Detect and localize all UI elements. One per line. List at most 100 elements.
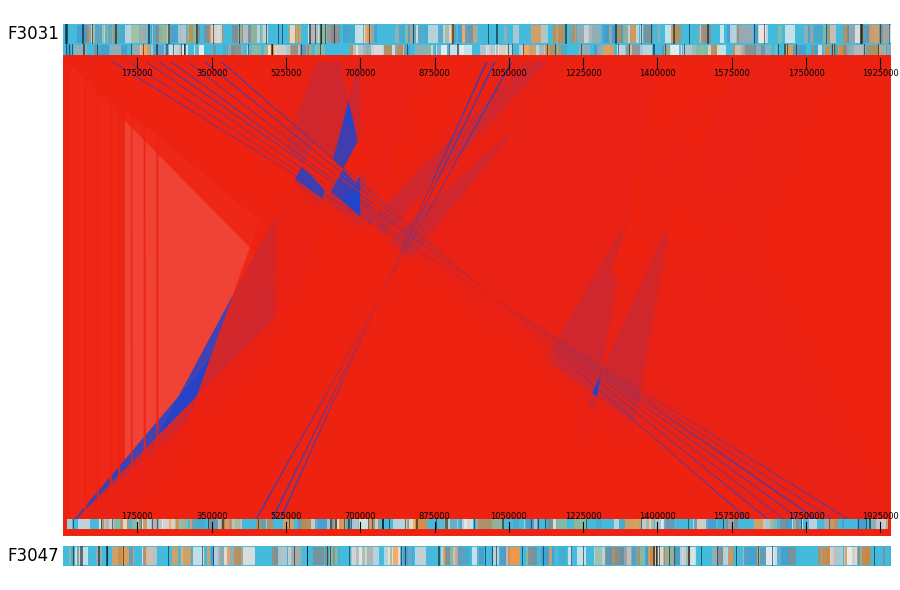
Bar bbox=[137, 519, 139, 532]
Bar bbox=[736, 25, 750, 43]
Bar bbox=[784, 44, 786, 58]
Bar bbox=[838, 45, 844, 57]
Bar bbox=[462, 519, 466, 532]
Bar bbox=[409, 25, 415, 43]
Bar bbox=[76, 547, 88, 565]
Bar bbox=[741, 45, 753, 57]
Bar bbox=[151, 25, 154, 43]
Bar bbox=[847, 45, 860, 57]
Bar bbox=[649, 519, 652, 532]
Bar bbox=[445, 547, 451, 565]
Bar bbox=[151, 45, 165, 57]
Bar bbox=[292, 547, 300, 565]
Bar bbox=[663, 547, 670, 565]
Bar bbox=[785, 25, 795, 43]
Bar bbox=[884, 519, 891, 532]
Bar bbox=[203, 25, 217, 43]
Bar bbox=[90, 25, 95, 43]
Bar bbox=[450, 547, 464, 565]
Bar bbox=[606, 547, 612, 565]
Bar bbox=[726, 25, 732, 43]
Bar bbox=[753, 519, 766, 532]
Bar bbox=[644, 25, 653, 43]
Bar bbox=[211, 25, 222, 43]
Bar bbox=[491, 547, 500, 565]
Bar bbox=[382, 519, 383, 532]
Bar bbox=[641, 24, 642, 44]
Bar bbox=[77, 547, 79, 565]
Bar bbox=[832, 44, 833, 58]
Bar bbox=[392, 45, 400, 57]
Bar bbox=[793, 45, 806, 57]
Bar bbox=[350, 25, 358, 43]
Bar bbox=[758, 547, 768, 565]
Text: 175000: 175000 bbox=[122, 68, 153, 78]
Bar bbox=[213, 546, 214, 566]
Polygon shape bbox=[207, 58, 787, 532]
Bar bbox=[625, 547, 636, 565]
Bar bbox=[280, 45, 290, 57]
Bar bbox=[186, 25, 201, 43]
Polygon shape bbox=[63, 58, 742, 532]
Bar bbox=[98, 546, 100, 566]
Bar bbox=[665, 547, 675, 565]
Bar bbox=[434, 45, 437, 57]
Bar bbox=[298, 519, 307, 532]
Bar bbox=[603, 25, 616, 43]
Bar bbox=[641, 25, 644, 43]
Bar bbox=[597, 45, 604, 57]
Bar bbox=[336, 519, 337, 532]
Bar bbox=[288, 547, 292, 565]
Bar bbox=[428, 25, 438, 43]
Bar bbox=[400, 546, 402, 566]
Bar bbox=[485, 546, 486, 566]
Bar bbox=[508, 44, 509, 58]
Bar bbox=[665, 44, 666, 58]
Polygon shape bbox=[105, 58, 615, 532]
Bar bbox=[405, 519, 406, 532]
Bar bbox=[664, 45, 671, 57]
Bar bbox=[745, 45, 754, 57]
Bar bbox=[464, 547, 471, 565]
Bar bbox=[493, 547, 499, 565]
Bar bbox=[836, 45, 838, 57]
Bar bbox=[334, 519, 347, 532]
Bar bbox=[151, 519, 163, 532]
Bar bbox=[328, 25, 338, 43]
Bar bbox=[219, 547, 227, 565]
Bar bbox=[212, 45, 216, 57]
Bar bbox=[232, 45, 241, 57]
Bar bbox=[438, 546, 440, 566]
Bar bbox=[883, 25, 891, 43]
Bar bbox=[509, 547, 520, 565]
Bar bbox=[214, 547, 220, 565]
Polygon shape bbox=[148, 58, 679, 532]
Bar bbox=[172, 519, 183, 532]
Bar bbox=[69, 44, 70, 58]
Bar bbox=[619, 519, 634, 532]
Bar bbox=[866, 45, 878, 57]
Polygon shape bbox=[105, 58, 508, 532]
Polygon shape bbox=[63, 58, 891, 532]
Bar bbox=[252, 45, 261, 57]
Bar bbox=[418, 547, 426, 565]
Bar bbox=[209, 25, 223, 43]
Bar bbox=[351, 519, 360, 532]
Bar bbox=[446, 25, 449, 43]
Bar bbox=[67, 24, 68, 44]
Bar bbox=[321, 24, 322, 44]
Bar bbox=[662, 45, 665, 57]
Bar bbox=[292, 547, 302, 565]
Bar bbox=[764, 24, 765, 44]
Text: 1925000: 1925000 bbox=[862, 68, 899, 78]
Polygon shape bbox=[360, 58, 891, 532]
Bar bbox=[544, 45, 548, 57]
Bar bbox=[701, 546, 702, 566]
Bar bbox=[887, 45, 891, 57]
Bar bbox=[526, 519, 534, 532]
Bar bbox=[857, 547, 870, 565]
Bar bbox=[463, 25, 476, 43]
Bar bbox=[778, 25, 782, 43]
Bar bbox=[208, 519, 213, 532]
Bar bbox=[502, 519, 504, 532]
